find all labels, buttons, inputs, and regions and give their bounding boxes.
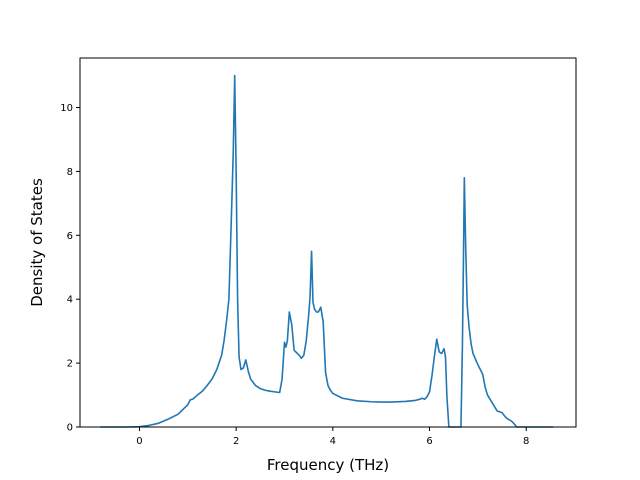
y-axis-title: Density of States	[28, 178, 46, 307]
axes-frame	[79, 57, 577, 428]
y-tick-label: 2	[67, 359, 73, 370]
plot-area	[99, 74, 554, 428]
y-axis-ticks: 0 2 4 6 8 10	[60, 103, 80, 434]
x-tick-label: 4	[330, 436, 336, 447]
y-tick-label: 8	[67, 167, 73, 178]
x-axis-title: Frequency (THz)	[267, 456, 389, 474]
x-tick-label: 6	[426, 436, 432, 447]
dos-series-line	[99, 74, 554, 428]
y-tick-label: 4	[67, 295, 73, 306]
y-tick-label: 6	[67, 231, 73, 242]
x-tick-label: 2	[233, 436, 239, 447]
x-axis-ticks: 0 2 4 6 8	[136, 427, 529, 447]
x-tick-label: 8	[523, 436, 529, 447]
y-tick-label: 10	[60, 103, 73, 114]
x-tick-label: 0	[136, 436, 142, 447]
y-tick-label: 0	[67, 423, 73, 434]
